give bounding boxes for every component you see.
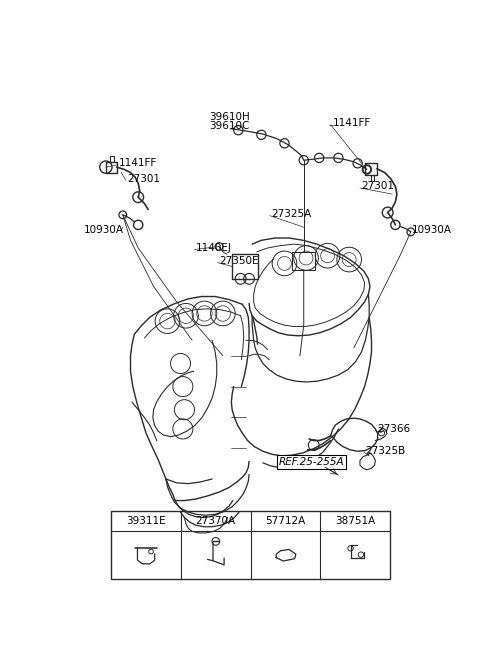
Text: 27325A: 27325A xyxy=(271,209,312,219)
Text: REF.25-255A: REF.25-255A xyxy=(278,457,344,467)
Text: 1140EJ: 1140EJ xyxy=(196,243,232,253)
Text: 10930A: 10930A xyxy=(411,225,452,234)
Text: 27301: 27301 xyxy=(127,174,160,183)
Text: 27325B: 27325B xyxy=(365,445,406,455)
Text: 10930A: 10930A xyxy=(84,225,124,235)
Text: 27370A: 27370A xyxy=(196,516,236,527)
Text: 57712A: 57712A xyxy=(265,516,306,527)
Text: 27366: 27366 xyxy=(377,424,410,434)
Text: 27301: 27301 xyxy=(361,181,395,191)
Text: 1141FF: 1141FF xyxy=(119,159,157,168)
Text: 1141FF: 1141FF xyxy=(333,119,371,128)
Text: 39311E: 39311E xyxy=(126,516,166,527)
Text: 39610C: 39610C xyxy=(209,121,249,132)
Text: 27350E: 27350E xyxy=(219,256,259,266)
Text: 38751A: 38751A xyxy=(335,516,375,527)
Bar xyxy=(111,512,390,579)
Text: 39610H: 39610H xyxy=(209,112,250,122)
